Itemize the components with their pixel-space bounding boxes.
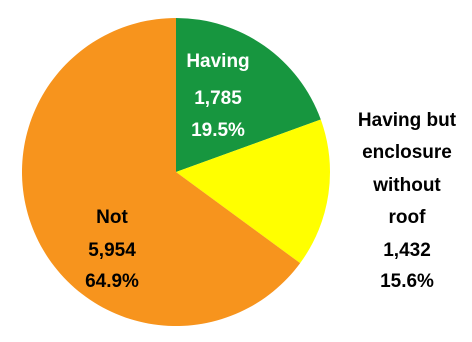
label-enclosure-name-line4: roof xyxy=(389,207,427,228)
label-having-name: Having xyxy=(186,51,249,72)
label-having-percent: 19.5% xyxy=(191,120,245,141)
pie-slice-not xyxy=(21,17,301,326)
label-not-value: 5,954 xyxy=(88,240,136,261)
label-not-percent: 64.9% xyxy=(85,271,139,292)
pie-slice-having xyxy=(176,18,321,172)
pie-slices xyxy=(21,17,331,326)
label-having-value: 1,785 xyxy=(194,88,242,109)
pie-labels: Having 1,785 19.5% Having but enclosure … xyxy=(85,51,457,292)
label-enclosure-name-line1: Having but xyxy=(358,110,457,131)
label-enclosure-name-line3: without xyxy=(372,175,441,196)
pie-slice-having-but-enclosure-without-roof xyxy=(176,119,331,264)
label-enclosure-name-line2: enclosure xyxy=(362,142,452,163)
label-enclosure-percent: 15.6% xyxy=(380,271,434,292)
label-enclosure-value: 1,432 xyxy=(383,240,431,261)
label-not-name: Not xyxy=(96,207,128,228)
